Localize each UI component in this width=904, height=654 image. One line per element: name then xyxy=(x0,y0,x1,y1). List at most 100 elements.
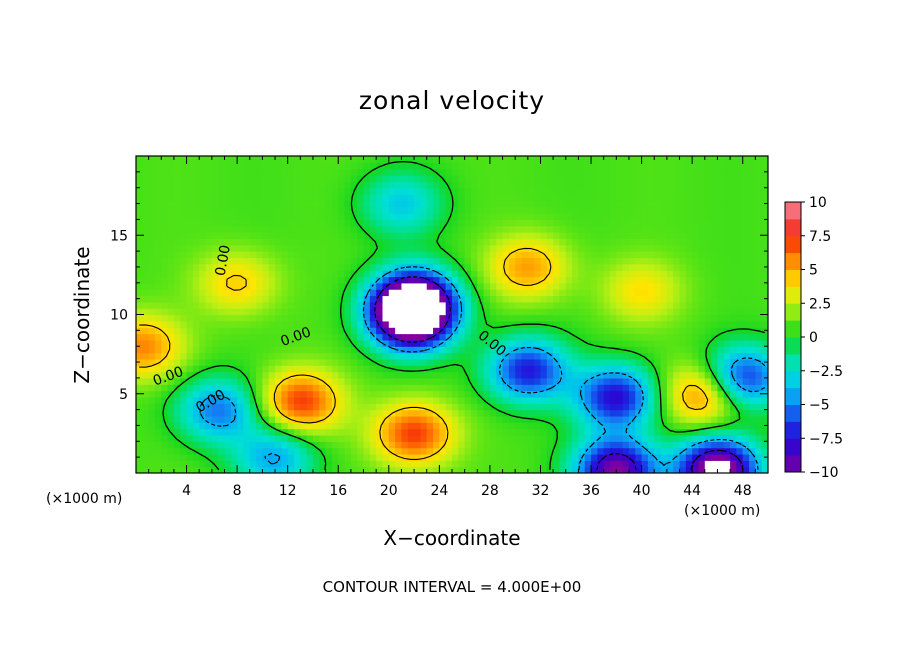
heatmap-cell xyxy=(401,409,409,417)
heatmap-cell xyxy=(610,175,617,182)
heatmap-cell xyxy=(654,314,662,322)
heatmap-cell xyxy=(338,257,346,265)
heatmap-cell xyxy=(237,422,245,430)
heatmap-cell xyxy=(622,434,630,442)
heatmap-cell xyxy=(654,251,662,259)
heatmap-cell xyxy=(211,441,219,449)
heatmap-cell xyxy=(312,206,320,214)
heatmap-cell xyxy=(407,308,415,316)
heatmap-cell xyxy=(420,314,428,322)
heatmap-cell xyxy=(761,213,768,220)
heatmap-cell xyxy=(382,289,390,297)
heatmap-cell xyxy=(338,428,346,436)
heatmap-cell xyxy=(388,238,396,246)
heatmap-cell xyxy=(730,225,737,233)
heatmap-cell xyxy=(749,333,756,341)
heatmap-cell xyxy=(281,200,289,208)
heatmap-cell xyxy=(388,257,396,265)
heatmap-cell xyxy=(502,365,510,373)
heatmap-cell xyxy=(534,187,542,195)
heatmap-cell xyxy=(704,346,712,354)
heatmap-cell xyxy=(275,365,282,373)
heatmap-cell xyxy=(597,466,605,473)
heatmap-cell xyxy=(578,175,586,182)
heatmap-cell xyxy=(224,320,232,328)
heatmap-cell xyxy=(382,181,390,189)
heatmap-cell xyxy=(300,225,308,233)
heatmap-cell xyxy=(508,244,516,252)
heatmap-cell xyxy=(736,276,744,284)
heatmap-cell xyxy=(761,308,768,316)
heatmap-cell xyxy=(647,396,655,404)
heatmap-cell xyxy=(369,263,377,271)
heatmap-cell xyxy=(698,270,706,278)
heatmap-cell xyxy=(268,346,276,354)
heatmap-cell xyxy=(591,213,598,220)
heatmap-cell xyxy=(287,358,295,366)
heatmap-cell xyxy=(641,365,649,373)
heatmap-cell xyxy=(180,175,188,182)
heatmap-cell xyxy=(755,377,763,385)
heatmap-cell xyxy=(306,168,314,176)
heatmap-cell xyxy=(211,282,219,290)
heatmap-cell xyxy=(407,447,415,455)
heatmap-cell xyxy=(698,447,706,455)
heatmap-cell xyxy=(546,257,554,265)
heatmap-cell xyxy=(610,441,617,449)
heatmap-cell xyxy=(445,187,453,195)
heatmap-cell xyxy=(136,320,143,328)
heatmap-cell xyxy=(489,365,497,373)
heatmap-cell xyxy=(395,251,403,259)
heatmap-cell xyxy=(527,384,535,392)
heatmap-cell xyxy=(281,270,289,278)
heatmap-cell xyxy=(723,187,731,195)
heatmap-cell xyxy=(388,384,396,392)
heatmap-cell xyxy=(407,422,415,430)
heatmap-cell xyxy=(148,194,156,201)
heatmap-cell xyxy=(300,181,308,189)
heatmap-cell xyxy=(527,409,535,417)
heatmap-cell xyxy=(470,415,478,423)
heatmap-cell xyxy=(641,346,649,354)
heatmap-cell xyxy=(205,187,213,195)
heatmap-cell xyxy=(464,276,472,284)
heatmap-cell xyxy=(496,327,504,335)
heatmap-cell xyxy=(660,162,668,170)
heatmap-cell xyxy=(237,244,245,252)
heatmap-cell xyxy=(641,352,649,360)
heatmap-cell xyxy=(230,320,238,328)
heatmap-cell xyxy=(300,441,308,449)
heatmap-cell xyxy=(622,358,630,366)
heatmap-cell xyxy=(603,232,611,240)
heatmap-cell xyxy=(692,415,700,423)
heatmap-cell xyxy=(414,371,421,379)
heatmap-cell xyxy=(546,441,554,449)
heatmap-cell xyxy=(344,422,352,430)
heatmap-cell xyxy=(647,434,655,442)
heatmap-cell xyxy=(382,460,390,468)
heatmap-cell xyxy=(376,244,384,252)
heatmap-cell xyxy=(666,460,674,468)
heatmap-cell xyxy=(369,333,377,341)
heatmap-cell xyxy=(237,194,245,201)
heatmap-cell xyxy=(199,396,207,404)
heatmap-cell xyxy=(704,422,712,430)
heatmap-cell xyxy=(464,225,472,233)
heatmap-cell xyxy=(534,156,542,163)
heatmap-cell xyxy=(319,206,327,214)
heatmap-cell xyxy=(597,441,605,449)
heatmap-cell xyxy=(578,194,586,201)
heatmap-cell xyxy=(211,187,219,195)
heatmap-cell xyxy=(325,238,333,246)
heatmap-cell xyxy=(300,422,308,430)
heatmap-cell xyxy=(717,270,725,278)
heatmap-cell xyxy=(230,219,238,227)
heatmap-cell xyxy=(622,301,630,309)
heatmap-cell xyxy=(376,200,384,208)
heatmap-cell xyxy=(534,358,542,366)
heatmap-cell xyxy=(249,308,257,316)
heatmap-cell xyxy=(742,333,750,341)
heatmap-cell xyxy=(515,422,523,430)
heatmap-cell xyxy=(515,200,523,208)
heatmap-cell xyxy=(496,320,504,328)
